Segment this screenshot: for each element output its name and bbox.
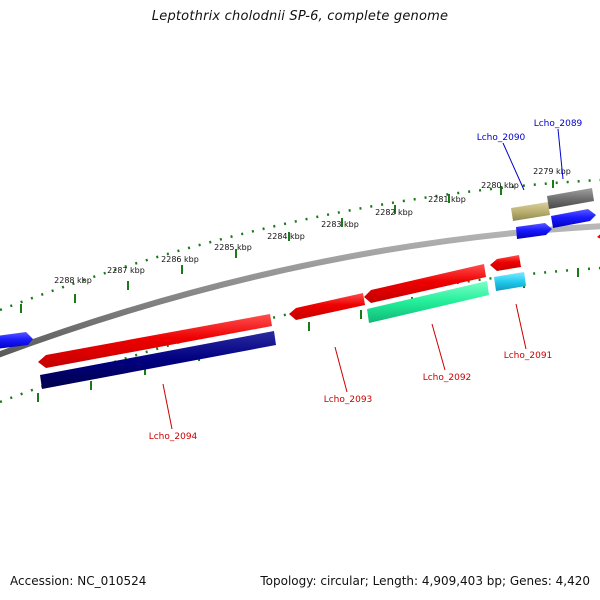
reverse-cds-lcho-2092[interactable] (364, 264, 486, 303)
forward-cds-lcho-2090[interactable] (516, 223, 552, 239)
forward-cds-left-edge[interactable] (0, 332, 33, 349)
accession-label: Accession: NC_010524 (10, 574, 147, 588)
gene-label-lcho-2092[interactable]: Lcho_2092 (423, 373, 472, 383)
map-title: Leptothrix cholodnii SP-6, complete geno… (151, 9, 449, 24)
tick-label: 2281 kbp (428, 195, 466, 204)
genome-summary: Topology: circular; Length: 4,909,403 bp… (260, 574, 590, 588)
tick-label: 2285 kbp (214, 243, 252, 252)
backbone-end-marker (597, 234, 600, 239)
gene-label-lcho-2093[interactable]: Lcho_2093 (324, 395, 373, 405)
reverse-cds-lcho-2091[interactable] (490, 255, 521, 271)
gene-label-lcho-2091[interactable]: Lcho_2091 (504, 351, 553, 361)
reverse-cds-lcho-2094[interactable] (38, 314, 272, 368)
genome-backbone (0, 223, 600, 358)
reverse-cds-lcho-2093[interactable] (289, 293, 365, 320)
gene-label-lcho-2094[interactable]: Lcho_2094 (149, 432, 198, 442)
gene-label-lcho-2089[interactable]: Lcho_2089 (534, 119, 583, 129)
major-ticks-outer (20, 180, 554, 313)
label-leaders (162, 128, 564, 430)
gene-feature-lcho-2094[interactable] (40, 331, 276, 389)
gene-feature-lcho-2090[interactable] (511, 202, 550, 221)
tick-label: 2286 kbp (161, 255, 199, 264)
gene-feature-lcho-2089[interactable] (547, 188, 594, 209)
tick-label: 2287 kbp (107, 266, 145, 275)
outer-tick-ring (0, 178, 600, 312)
tick-label: 2282 kbp (375, 208, 413, 217)
gene-feature-lcho-2091[interactable] (494, 272, 526, 291)
tick-label: 2288 kbp (54, 276, 92, 285)
tick-label: 2279 kbp (533, 167, 571, 176)
tick-label: 2284 kbp (267, 232, 305, 241)
tick-label: 2280 kbp (481, 181, 519, 190)
forward-cds-lcho-2089[interactable] (551, 209, 596, 228)
gene-feature-lcho-2092[interactable] (367, 281, 489, 323)
tick-labels: 2279 kbp 2280 kbp 2281 kbp 2282 kbp 2283… (54, 167, 571, 285)
tick-label: 2283 kbp (321, 220, 359, 229)
gene-label-lcho-2090[interactable]: Lcho_2090 (477, 133, 526, 143)
